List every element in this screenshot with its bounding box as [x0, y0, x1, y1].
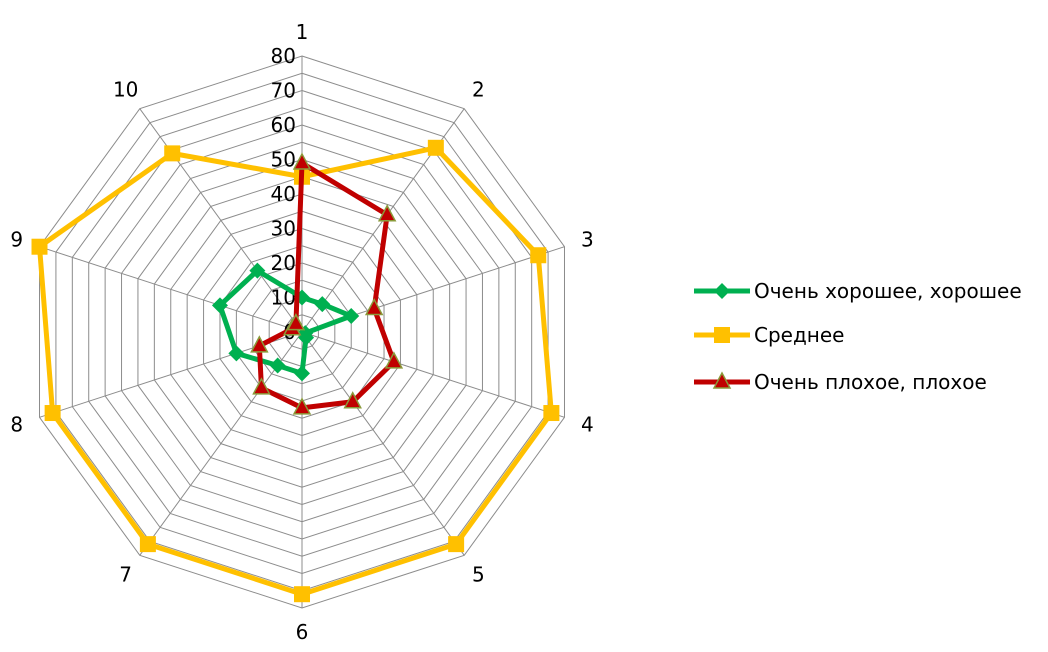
category-labels: 1 2 3 4 5 6 7 8 9 10: [10, 20, 593, 644]
data-point: [714, 327, 730, 343]
data-point: [211, 297, 228, 314]
tick-label: 20: [271, 251, 296, 275]
series-line: [250, 152, 404, 415]
series-lines: [31, 139, 560, 603]
tick-label: 70: [271, 79, 296, 103]
data-point: [292, 152, 312, 170]
tick-label: 80: [271, 44, 296, 68]
data-point: [384, 351, 404, 369]
data-point: [530, 247, 547, 264]
category-label: 3: [581, 227, 594, 251]
data-point: [250, 335, 269, 353]
data-point: [294, 365, 310, 382]
legend-label: Среднее: [754, 323, 844, 347]
data-point: [377, 204, 397, 222]
legend-item: Очень хорошее, хорошее: [694, 279, 1022, 303]
data-point: [714, 283, 730, 299]
category-label: 7: [119, 563, 132, 587]
grid-spoke: [301, 331, 465, 556]
tick-label: 40: [271, 182, 296, 206]
data-point: [252, 377, 271, 395]
data-point: [427, 139, 444, 156]
data-point: [712, 371, 732, 389]
category-label: 5: [472, 563, 485, 587]
series-line: [31, 139, 560, 603]
category-label: 6: [296, 620, 309, 644]
tick-label: 60: [271, 113, 296, 137]
data-point: [543, 405, 560, 422]
grid-spoke: [301, 331, 565, 418]
category-label: 8: [10, 413, 23, 437]
data-point: [364, 297, 384, 316]
data-point: [286, 313, 306, 331]
legend: Очень хорошее, хорошее Среднее Очень плохо…: [694, 279, 1022, 394]
category-label: 4: [581, 413, 594, 437]
category-label: 2: [472, 77, 485, 101]
category-label: 9: [10, 227, 23, 251]
category-label: 1: [296, 20, 309, 44]
data-point: [249, 262, 266, 279]
data-point: [448, 536, 465, 553]
data-point: [292, 397, 312, 415]
series-line: [211, 262, 360, 382]
data-point: [228, 345, 245, 362]
data-point: [314, 296, 331, 313]
data-point: [139, 536, 156, 553]
data-point: [343, 391, 362, 409]
grid-spoke: [39, 246, 303, 333]
data-point: [298, 329, 315, 346]
data-point: [31, 238, 48, 255]
radial-tick-labels: 01020304050607080: [271, 44, 296, 344]
data-point: [269, 357, 286, 374]
legend-label: Очень хорошее, хорошее: [754, 279, 1022, 303]
legend-item: Очень плохое, плохое: [694, 370, 987, 394]
category-label: 10: [113, 77, 138, 101]
tick-label: 50: [271, 148, 296, 172]
tick-label: 30: [271, 217, 296, 241]
data-point: [164, 145, 181, 162]
data-point: [44, 405, 61, 422]
legend-item: Среднее: [694, 323, 844, 347]
data-point: [294, 586, 310, 603]
data-point: [343, 308, 360, 325]
legend-label: Очень плохое, плохое: [754, 370, 987, 394]
